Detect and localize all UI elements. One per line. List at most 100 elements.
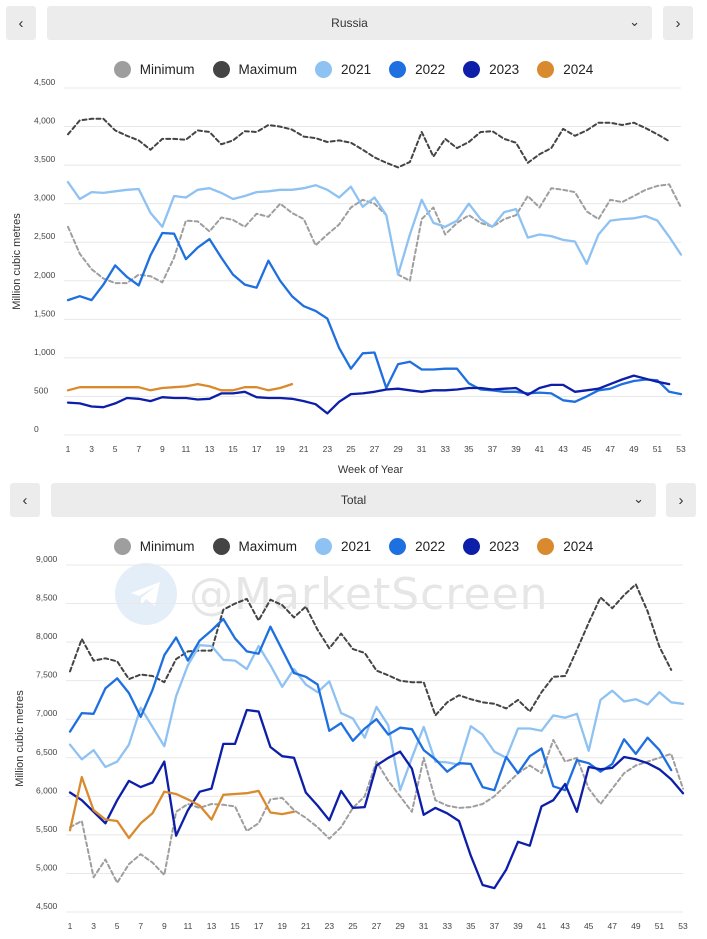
- x-tick-label: 3: [89, 444, 94, 454]
- x-tick-label: 51: [655, 921, 665, 931]
- y-tick-label: 4,000: [34, 116, 56, 126]
- legend-item[interactable]: 2023: [463, 538, 519, 555]
- legend-dot-icon: [113, 538, 131, 555]
- legend: Minimum Maximum 2021 2022 2023 2024: [0, 61, 707, 78]
- next-button[interactable]: ›: [666, 483, 696, 517]
- y-tick-label: 8,000: [36, 631, 58, 641]
- legend-item[interactable]: 2024: [537, 61, 593, 78]
- legend-item[interactable]: Maximum: [212, 538, 298, 555]
- x-tick-label: 43: [560, 921, 570, 931]
- y-tick-label: 4,500: [36, 901, 58, 911]
- x-tick-label: 11: [181, 444, 190, 454]
- y-tick-label: 3,500: [34, 154, 56, 164]
- y-axis-title: Million cubic metres: [14, 690, 26, 787]
- next-button[interactable]: ›: [663, 6, 693, 40]
- legend-item[interactable]: Minimum: [113, 61, 195, 78]
- x-tick-label: 31: [417, 444, 427, 454]
- x-tick-label: 9: [162, 921, 167, 931]
- x-tick-label: 37: [490, 921, 500, 931]
- x-tick-label: 35: [466, 921, 476, 931]
- x-tick-label: 17: [254, 921, 264, 931]
- x-tick-label: 5: [113, 444, 118, 454]
- region-selector[interactable]: Total ⌄: [51, 483, 656, 517]
- y-axis-title: Million cubic metres: [11, 213, 23, 310]
- x-axis-title: Week of Year: [338, 464, 404, 476]
- chevron-down-icon: ⌄: [629, 14, 640, 29]
- legend-label: 2024: [563, 62, 594, 77]
- series-line-maximum: [69, 583, 673, 717]
- legend-dot-icon: [389, 538, 407, 555]
- chevron-left-icon: ‹: [22, 491, 28, 509]
- x-tick-label: 45: [582, 444, 592, 454]
- series-line-2022: [68, 617, 673, 792]
- legend-item[interactable]: Minimum: [113, 538, 195, 555]
- x-tick-label: 41: [537, 921, 547, 931]
- x-tick-label: 3: [91, 921, 96, 931]
- legend-dot-icon: [212, 61, 230, 78]
- x-tick-label: 15: [230, 921, 240, 931]
- x-tick-label: 7: [136, 444, 141, 454]
- series-line-minimum: [67, 183, 682, 285]
- legend-dot-icon: [389, 61, 407, 78]
- y-tick-label: 9,000: [36, 554, 58, 564]
- legend-dot-icon: [212, 538, 230, 555]
- y-tick-label: 7,000: [36, 708, 58, 718]
- prev-button[interactable]: ‹: [10, 483, 40, 517]
- chevron-down-icon: ⌄: [633, 491, 644, 506]
- x-tick-label: 43: [558, 444, 568, 454]
- y-tick-label: 500: [34, 385, 48, 395]
- legend-dot-icon: [537, 538, 555, 555]
- x-tick-label: 27: [372, 921, 382, 931]
- x-tick-label: 23: [325, 921, 335, 931]
- y-tick-label: 8,500: [36, 593, 58, 603]
- region-selector[interactable]: Russia ⌄: [47, 6, 652, 40]
- legend-label: Maximum: [238, 539, 298, 554]
- series-line-maximum: [67, 117, 671, 169]
- x-tick-label: 13: [207, 921, 217, 931]
- x-tick-label: 51: [653, 444, 663, 454]
- legend-item[interactable]: 2022: [389, 538, 445, 555]
- y-tick-label: 7,500: [36, 670, 58, 680]
- region-selector-label: Russia: [331, 16, 368, 30]
- y-tick-label: 5,500: [36, 824, 58, 834]
- x-tick-label: 5: [115, 921, 120, 931]
- x-tick-label: 25: [346, 444, 356, 454]
- x-tick-label: 1: [68, 921, 73, 931]
- x-tick-label: 49: [631, 921, 641, 931]
- series-line-2023: [68, 708, 685, 890]
- x-tick-label: 1: [66, 444, 71, 454]
- x-tick-label: 33: [442, 921, 452, 931]
- legend-item[interactable]: 2024: [537, 538, 593, 555]
- y-tick-label: 0: [34, 424, 39, 434]
- x-tick-label: 47: [608, 921, 618, 931]
- x-tick-label: 27: [370, 444, 380, 454]
- legend-item[interactable]: 2022: [389, 61, 445, 78]
- chevron-right-icon: ›: [678, 491, 684, 509]
- series-line-2022: [66, 231, 683, 403]
- watermark-text: @MarketScreen: [189, 568, 549, 620]
- legend-item[interactable]: Maximum: [212, 61, 298, 78]
- x-tick-label: 41: [535, 444, 545, 454]
- prev-button[interactable]: ‹: [6, 6, 36, 40]
- y-tick-label: 2,000: [34, 270, 56, 280]
- x-tick-label: 53: [676, 444, 686, 454]
- legend-label: Maximum: [238, 62, 298, 77]
- legend-label: 2022: [415, 62, 446, 77]
- legend-item[interactable]: 2021: [315, 538, 371, 555]
- x-tick-label: 7: [138, 921, 143, 931]
- series-line-minimum: [69, 739, 684, 884]
- x-tick-label: 33: [440, 444, 450, 454]
- x-tick-label: 49: [629, 444, 639, 454]
- legend-dot-icon: [537, 61, 555, 78]
- legend-item[interactable]: 2021: [315, 61, 371, 78]
- x-tick-label: 45: [584, 921, 594, 931]
- x-tick-label: 39: [511, 444, 521, 454]
- legend-label: 2021: [341, 62, 372, 77]
- x-tick-label: 23: [323, 444, 333, 454]
- legend-label: 2022: [415, 539, 446, 554]
- legend-label: 2024: [563, 539, 594, 554]
- series-line-2024: [66, 382, 294, 392]
- legend-item[interactable]: 2023: [463, 61, 519, 78]
- x-tick-label: 19: [277, 921, 287, 931]
